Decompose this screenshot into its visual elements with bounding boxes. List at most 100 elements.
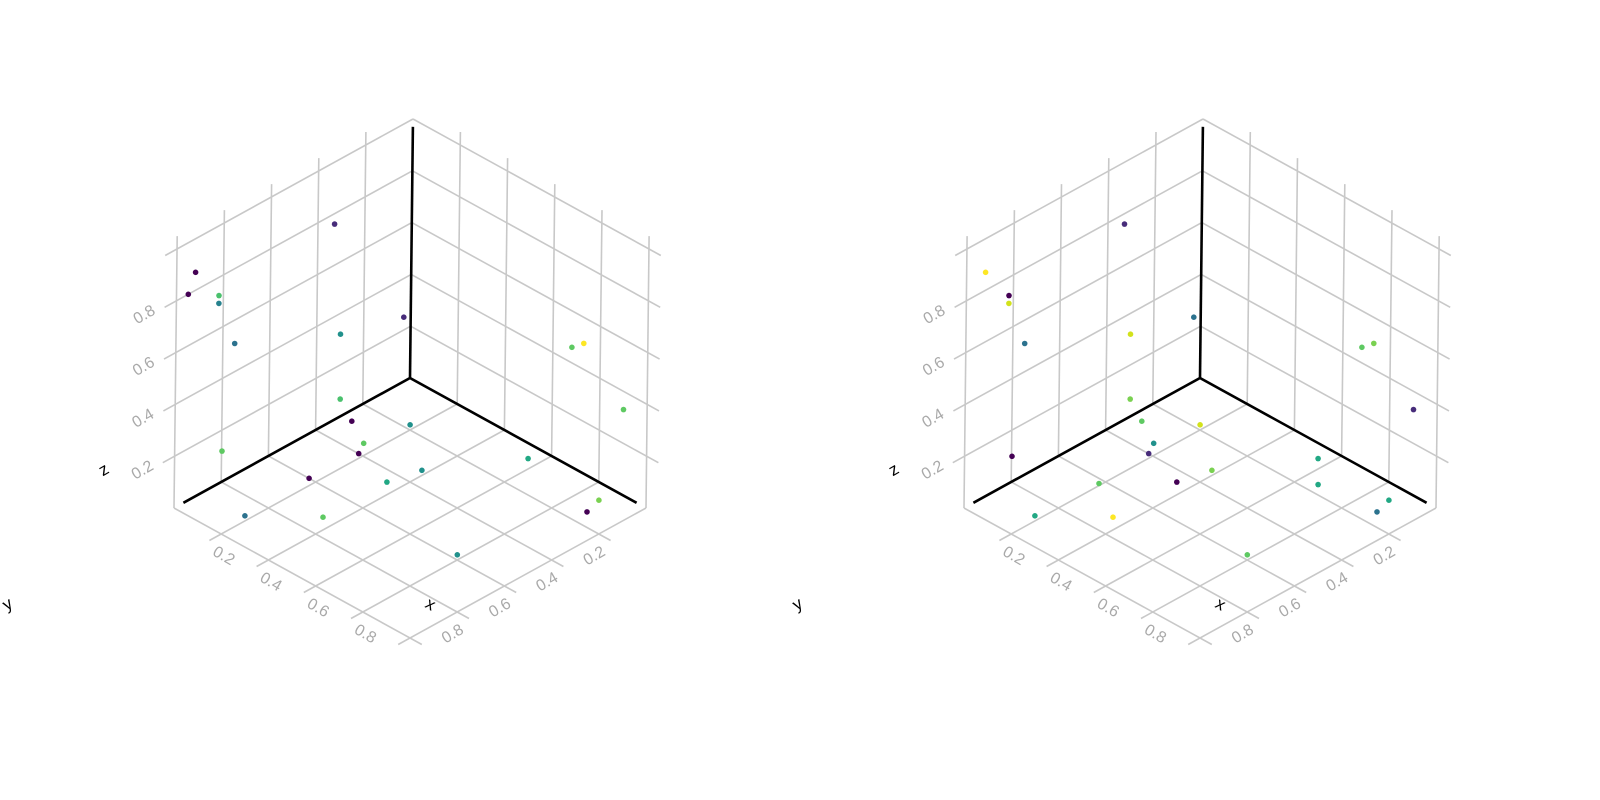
y-tick-label: 0.2 <box>581 543 609 569</box>
grid-line <box>362 131 367 405</box>
grid-line <box>1093 455 1342 594</box>
y-axis-title: y <box>0 594 16 615</box>
grid-line <box>1010 481 1260 620</box>
data-point <box>581 340 587 347</box>
x-tick-label: 0.2 <box>1000 543 1028 569</box>
data-point <box>620 406 627 413</box>
data-point <box>355 450 362 457</box>
data-point <box>1374 509 1380 515</box>
data-point <box>1032 513 1038 519</box>
x-axis-line <box>1199 376 1428 504</box>
grid-line <box>303 455 552 594</box>
z-axis-line <box>1198 126 1205 379</box>
data-point <box>185 291 192 298</box>
grid-line <box>1200 325 1449 464</box>
grid-line <box>163 273 412 412</box>
grid-line <box>350 481 600 620</box>
data-point <box>1386 497 1392 504</box>
data-point <box>596 497 602 504</box>
grid-line <box>162 325 411 464</box>
grid-line <box>173 236 178 509</box>
grid-line <box>397 507 647 646</box>
y-tick-label: 0.8 <box>1229 621 1257 647</box>
grid-line <box>456 131 462 405</box>
y-tick-label: 0.6 <box>1276 595 1304 621</box>
grid-line <box>164 170 413 309</box>
grid-line <box>256 429 505 568</box>
data-point <box>525 455 531 462</box>
grid-line <box>163 221 413 360</box>
grid-line <box>1435 236 1440 509</box>
data-points <box>185 221 627 558</box>
axis-lines <box>182 126 638 504</box>
data-point <box>1209 467 1215 474</box>
grid-line <box>412 170 661 309</box>
data-point <box>337 396 344 402</box>
data-point <box>569 344 575 351</box>
data-point <box>320 514 326 520</box>
data-point <box>1127 331 1134 338</box>
data-point <box>384 479 390 485</box>
data-points <box>982 221 1417 558</box>
y-axis-line <box>972 376 1201 504</box>
data-point <box>1410 406 1417 413</box>
x-tick-label: 0.2 <box>210 543 238 569</box>
data-point <box>1150 440 1157 447</box>
y-tick-label: 0.2 <box>1371 543 1399 569</box>
data-point <box>1145 450 1152 457</box>
grid-line <box>1246 131 1252 405</box>
grid-line <box>954 118 1204 257</box>
x-tick-label: 0.4 <box>257 569 285 595</box>
grid-line <box>645 236 650 509</box>
data-point <box>1359 344 1365 351</box>
grid-line <box>412 118 662 257</box>
y-tick-label: 0.4 <box>1323 569 1351 595</box>
y-axis-title: y <box>789 594 806 615</box>
grid-line <box>220 210 226 483</box>
data-point <box>1197 422 1203 428</box>
grid-line <box>1152 403 1401 542</box>
grid-line <box>598 210 603 483</box>
x-axis-line <box>409 376 638 504</box>
x-tick-label: 0.6 <box>304 595 332 621</box>
data-point <box>219 448 225 454</box>
grid-line <box>314 158 320 431</box>
grid-line <box>550 184 556 457</box>
data-point <box>407 422 413 428</box>
data-point <box>242 513 248 519</box>
data-point <box>1371 340 1377 347</box>
grid-line <box>1046 429 1295 568</box>
grid-line <box>1202 170 1451 309</box>
grid-line <box>1200 273 1450 412</box>
data-point <box>1096 480 1102 487</box>
grid-line <box>1187 507 1437 646</box>
grid-line <box>220 481 470 620</box>
z-tick-label: 0.4 <box>129 406 157 432</box>
grid-line <box>503 158 509 431</box>
data-point <box>1174 479 1180 485</box>
grid-line <box>1140 481 1390 620</box>
data-point <box>349 418 355 425</box>
data-point <box>306 475 312 482</box>
grid-line <box>952 325 1201 464</box>
grid-lines <box>952 118 1452 646</box>
grid-line <box>1058 455 1307 594</box>
data-point <box>454 552 461 558</box>
data-point <box>1121 221 1128 227</box>
grid-line <box>362 403 611 542</box>
z-tick-label: 0.2 <box>129 457 157 483</box>
data-point <box>216 300 222 307</box>
data-point <box>1006 292 1012 299</box>
data-point <box>216 292 222 299</box>
data-point <box>584 509 590 515</box>
grid-line <box>1104 158 1110 431</box>
grid-line <box>1152 131 1157 405</box>
z-tick-label: 0.8 <box>131 302 159 328</box>
grid-line <box>315 429 564 568</box>
grid-line <box>963 236 968 509</box>
grid-line <box>267 184 273 457</box>
data-point <box>1191 314 1197 321</box>
grid-line <box>164 118 414 257</box>
grid-line <box>1010 210 1016 483</box>
